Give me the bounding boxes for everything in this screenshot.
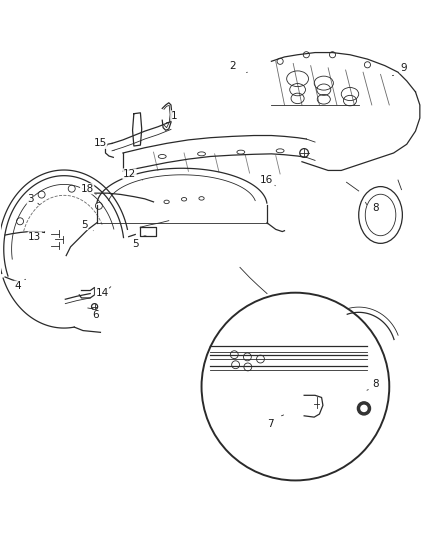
Text: 4: 4 xyxy=(14,281,21,291)
Text: 1: 1 xyxy=(171,111,178,121)
Text: 13: 13 xyxy=(28,232,41,242)
Text: 8: 8 xyxy=(372,203,378,213)
Text: 18: 18 xyxy=(81,184,94,194)
Text: 15: 15 xyxy=(94,139,107,148)
Text: 2: 2 xyxy=(230,61,236,71)
Text: 5: 5 xyxy=(132,239,138,249)
Text: 12: 12 xyxy=(123,169,136,179)
Text: 7: 7 xyxy=(267,419,274,429)
Text: 9: 9 xyxy=(400,63,406,73)
Text: 14: 14 xyxy=(95,288,109,298)
Circle shape xyxy=(201,293,389,480)
Text: 6: 6 xyxy=(92,310,99,320)
Text: 16: 16 xyxy=(260,175,273,185)
Text: 5: 5 xyxy=(81,220,88,230)
Circle shape xyxy=(361,405,367,411)
Text: 8: 8 xyxy=(372,378,378,389)
Circle shape xyxy=(357,402,371,415)
Text: 3: 3 xyxy=(27,194,34,204)
